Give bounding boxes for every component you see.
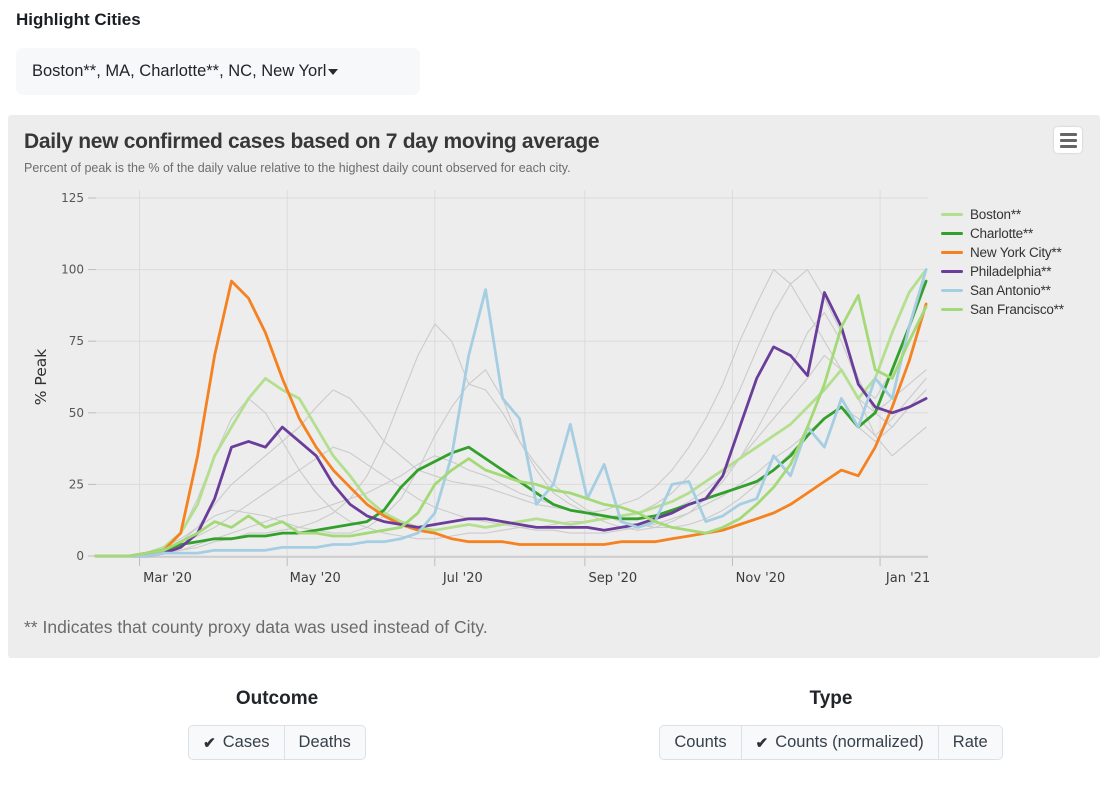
x-axis-label: Jan '21 <box>885 571 930 586</box>
series-line-san-antonio <box>94 268 928 558</box>
legend-item-san-francisco[interactable]: San Francisco** <box>941 300 1064 319</box>
legend-swatch-icon <box>941 289 963 292</box>
button-label: Counts (normalized) <box>775 733 924 751</box>
type-option-counts-normalized[interactable]: ✔ Counts (normalized) <box>740 725 939 760</box>
hamburger-icon <box>1059 132 1077 136</box>
type-control: Type Counts ✔ Counts (normalized) Rate <box>554 688 1108 760</box>
controls-section: Outcome ✔ Cases Deaths Type Counts ✔ Counts … <box>0 688 1108 760</box>
x-axis-label: May '20 <box>290 571 341 586</box>
series-line-unhighlighted-city-4 <box>95 269 927 557</box>
x-axis-label: Nov '20 <box>736 571 786 586</box>
y-axis-label: 0 <box>76 549 84 563</box>
chart-title: Daily new confirmed cases based on 7 day… <box>24 130 600 153</box>
x-axis-label: Sep '20 <box>588 571 637 586</box>
chart-card: Daily new confirmed cases based on 7 day… <box>8 115 1100 658</box>
highlight-cities-dropdown[interactable]: Boston**, MA, Charlotte**, NC, New Yorl <box>16 48 420 95</box>
type-heading: Type <box>809 688 853 709</box>
button-label: Deaths <box>298 733 351 751</box>
series-line-new-york-city <box>94 279 928 558</box>
x-axis-label: Mar '20 <box>143 571 192 586</box>
legend-item-boston[interactable]: Boston** <box>941 205 1064 224</box>
series-line-unhighlighted-city-3 <box>95 383 927 557</box>
type-option-counts[interactable]: Counts <box>659 725 742 760</box>
chart-export-menu-button[interactable] <box>1054 127 1082 153</box>
legend-item-san-antonio[interactable]: San Antonio** <box>941 281 1064 300</box>
chart-header: Daily new confirmed cases based on 7 day… <box>16 127 1092 157</box>
line-chart: 0 25 50 75 100 125 Mar '20 May '20 Jul '20 Sep '2… <box>32 190 930 586</box>
series-line-unhighlighted-city-1 <box>95 269 927 557</box>
chart-footnote: ** Indicates that county proxy data was … <box>24 617 488 637</box>
outcome-heading: Outcome <box>235 688 319 709</box>
check-icon: ✔ <box>203 734 216 752</box>
legend-swatch-icon <box>941 251 963 254</box>
x-axis-label: Jul '20 <box>442 571 483 586</box>
button-label: Cases <box>222 733 270 751</box>
legend-item-philadelphia[interactable]: Philadelphia** <box>941 262 1064 281</box>
type-option-rate[interactable]: Rate <box>937 725 1003 760</box>
button-label: Rate <box>952 733 988 751</box>
legend-label: Boston** <box>970 207 1021 222</box>
series-line-san-francisco <box>94 294 928 558</box>
legend-label: Philadelphia** <box>970 264 1052 279</box>
legend-item-charlotte[interactable]: Charlotte** <box>941 224 1064 243</box>
chart-legend: Boston** Charlotte** New York City** Philad… <box>941 205 1064 319</box>
check-icon: ✔ <box>755 734 769 752</box>
series-line-charlotte <box>94 279 928 558</box>
legend-label: New York City** <box>970 245 1062 260</box>
type-button-group: Counts ✔ Counts (normalized) Rate <box>659 725 1003 760</box>
outcome-button-group: ✔ Cases Deaths <box>188 725 366 760</box>
highlight-cities-section: Highlight Cities Boston**, MA, Charlotte… <box>0 0 1108 95</box>
y-axis-title: % Peak <box>32 349 50 405</box>
y-axis-label: 50 <box>69 406 84 420</box>
series-line-unhighlighted-city-6 <box>95 377 927 557</box>
chevron-down-icon <box>328 68 339 75</box>
outcome-control: Outcome ✔ Cases Deaths <box>0 688 554 760</box>
legend-label: San Antonio** <box>970 283 1051 298</box>
legend-label: Charlotte** <box>970 226 1034 241</box>
button-label: Counts <box>674 733 727 751</box>
legend-swatch-icon <box>941 232 963 235</box>
chart-area: 0 25 50 75 100 125 Mar '20 May '20 Jul '20 Sep '2… <box>16 186 1092 593</box>
legend-item-new-york-city[interactable]: New York City** <box>941 243 1064 262</box>
y-axis-label: 100 <box>61 263 84 277</box>
outcome-option-deaths[interactable]: Deaths <box>283 725 366 760</box>
outcome-option-cases[interactable]: ✔ Cases <box>188 725 285 760</box>
legend-swatch-icon <box>941 270 963 273</box>
y-axis-label: 125 <box>61 191 84 205</box>
series-line-philadelphia <box>94 291 928 558</box>
legend-label: San Francisco** <box>970 302 1064 317</box>
legend-swatch-icon <box>941 213 963 216</box>
y-axis-label: 25 <box>69 477 84 491</box>
series-line-unhighlighted-city-5 <box>95 354 927 557</box>
legend-swatch-icon <box>941 308 963 311</box>
highlight-cities-dropdown-value: Boston**, MA, Charlotte**, NC, New Yorl <box>32 62 327 80</box>
chart-subtitle: Percent of peak is the % of the daily va… <box>24 161 571 175</box>
y-axis-label: 75 <box>69 334 84 348</box>
highlight-cities-label: Highlight Cities <box>16 10 141 29</box>
